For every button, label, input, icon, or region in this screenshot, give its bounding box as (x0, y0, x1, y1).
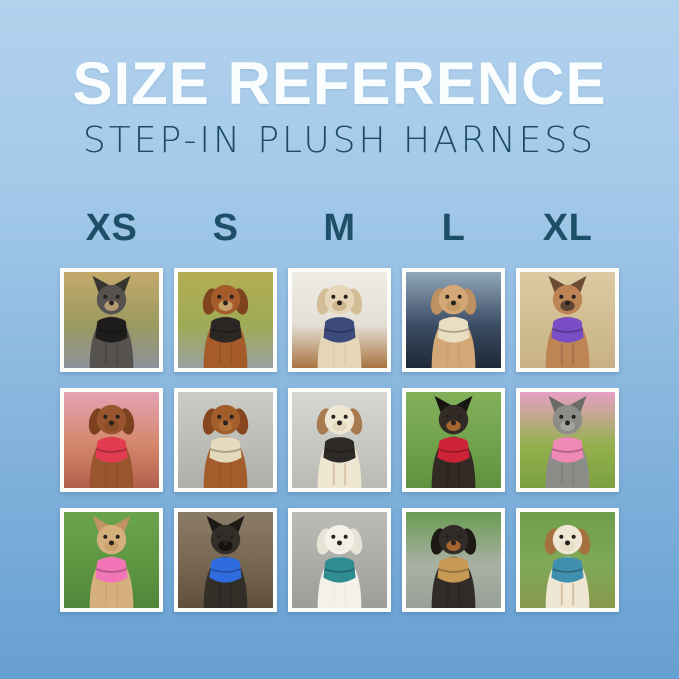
dog-illustration (89, 275, 134, 368)
size-label-m: M (323, 207, 356, 249)
size-labels-row: XS S M L XL (60, 209, 619, 247)
dog-illustration (202, 404, 249, 488)
dog-illustration (88, 404, 135, 488)
dog-illustration (316, 404, 363, 488)
dog-photo-s-row2 (174, 388, 277, 492)
photo-ruby-cavalier-on-sidewalk (178, 392, 273, 488)
dog-photo-xl-row2 (516, 388, 619, 492)
harness-vest (323, 317, 356, 343)
dog-photo-s-row3 (174, 508, 277, 612)
dog-photo-l-row1 (402, 268, 505, 372)
dog-photo-s-row1 (174, 268, 277, 372)
dog-illustration (545, 395, 590, 488)
photo-beagle-on-grass-with-leaves (520, 512, 615, 608)
size-label-l: L (441, 207, 466, 249)
harness-vest (95, 317, 128, 343)
harness-vest (437, 437, 470, 463)
photo-brown-cavapoo-in-autumn-leaves (64, 392, 159, 488)
photo-aussie-puppy-on-concrete (292, 392, 387, 488)
dog-illustration (203, 515, 248, 608)
dog-illustration (316, 284, 363, 368)
dog-illustration (430, 284, 477, 368)
photo-fawn-french-bulldog-on-sand (520, 272, 615, 368)
harness-vest (437, 317, 470, 343)
size-label-xs: XS (85, 207, 138, 249)
photo-red-dachshund-in-yellow-foliage (178, 272, 273, 368)
dog-illustration (316, 524, 363, 608)
harness-vest (551, 437, 584, 463)
dog-photo-l-row2 (402, 388, 505, 492)
photo-cream-shih-tzu-on-wood-floor (292, 272, 387, 368)
harness-vest (551, 317, 584, 343)
dog-photo-l-row3 (402, 508, 505, 612)
photo-brussels-griffon-close-up (178, 512, 273, 608)
dog-photo-m-row3 (288, 508, 391, 612)
dog-illustration (544, 524, 591, 608)
dog-photo-xl-row1 (516, 268, 619, 372)
harness-vest (437, 557, 470, 583)
photo-grey-schnauzer-mix-on-autumn-trail (64, 272, 159, 368)
page-title: SIZE REFERENCE (72, 50, 607, 117)
harness-vest (323, 437, 356, 463)
dog-illustration (545, 275, 590, 368)
dog-illustration (430, 524, 477, 608)
size-label-s: S (212, 207, 239, 249)
photo-grid (60, 268, 619, 612)
harness-vest (95, 437, 128, 463)
harness-vest (323, 557, 356, 583)
photo-black-and-tan-min-pin-on-grass (406, 392, 501, 488)
harness-vest (209, 317, 242, 343)
harness-vest (209, 437, 242, 463)
dog-illustration (431, 395, 476, 488)
harness-vest (551, 557, 584, 583)
photo-white-bichon-on-pavers (292, 512, 387, 608)
size-label-xl: XL (542, 207, 593, 249)
dog-photo-m-row2 (288, 388, 391, 492)
harness-vest (209, 557, 242, 583)
dog-illustration (202, 284, 249, 368)
dog-photo-m-row1 (288, 268, 391, 372)
photo-apricot-doodle-in-car-seat (406, 272, 501, 368)
dog-photo-xs-row2 (60, 388, 163, 492)
photo-dachshund-carrying-stick-on-path (406, 512, 501, 608)
dog-photo-xs-row3 (60, 508, 163, 612)
dog-photo-xs-row1 (60, 268, 163, 372)
photo-grey-schnauzer-by-pink-flowers (520, 392, 615, 488)
photo-tan-chihuahua-on-grass (64, 512, 159, 608)
harness-vest (95, 557, 128, 583)
dog-illustration (89, 515, 134, 608)
page-subtitle: STEP-IN PLUSH HARNESS (82, 120, 597, 161)
dog-photo-xl-row3 (516, 508, 619, 612)
